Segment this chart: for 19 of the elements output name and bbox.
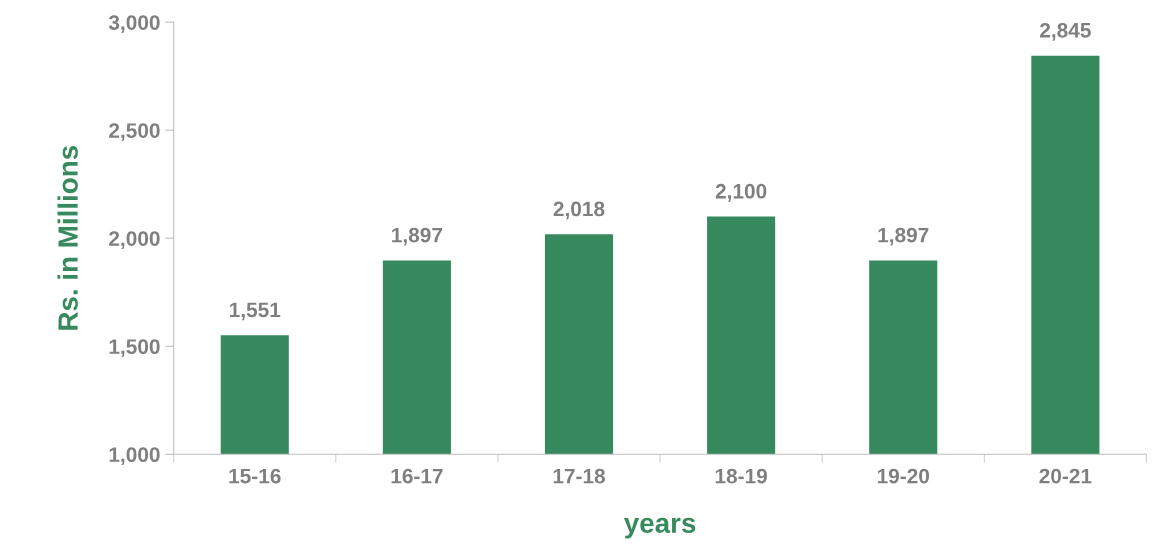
- x-tick-label: 20-21: [1039, 468, 1092, 484]
- data-label: 1,551: [230, 302, 281, 321]
- x-tick-label: 17-18: [553, 468, 606, 484]
- y-tick-label: 2,500: [109, 123, 160, 141]
- y-axis-title: Rs. in Millions: [57, 145, 78, 330]
- y-tick-label: 1,000: [109, 447, 160, 466]
- data-label: 1,897: [878, 227, 929, 246]
- x-tick-label: 18-19: [715, 468, 767, 484]
- x-tick-label: 19-20: [877, 468, 930, 484]
- y-tick-label: 2,000: [109, 231, 160, 249]
- y-tick-label: 3,000: [108, 15, 160, 33]
- data-label: 2,845: [1040, 22, 1091, 41]
- x-axis-title: years: [623, 517, 696, 539]
- data-label: 2,100: [715, 183, 767, 202]
- y-tick-label: 1,500: [109, 339, 160, 358]
- data-label: 1,897: [392, 227, 443, 246]
- x-tick-label: 15-16: [229, 468, 281, 484]
- x-tick-label: 16-17: [391, 468, 443, 484]
- data-label: 2,018: [553, 201, 605, 220]
